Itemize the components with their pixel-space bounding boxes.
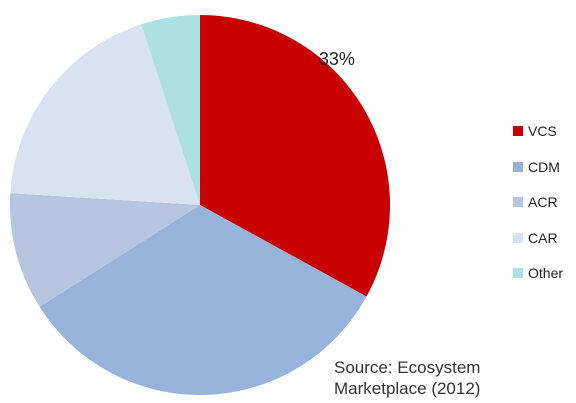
pie-slice-vcs (200, 15, 390, 297)
legend-item-acr: ACR (513, 192, 563, 212)
data-label-vcs: 33% (319, 49, 355, 69)
legend-swatch-car (513, 232, 523, 243)
legend-item-cdm: CDM (513, 157, 563, 177)
legend-item-other: Other (513, 263, 563, 283)
legend-swatch-acr (513, 197, 523, 207)
legend-swatch-cdm (513, 161, 523, 172)
pie-slice-other (141, 15, 200, 205)
legend-item-vcs: VCS (513, 121, 563, 141)
legend-swatch-vcs (513, 126, 523, 136)
pie-slices (10, 15, 390, 396)
legend-label-acr: ACR (528, 194, 558, 210)
pie-slice-cdm (39, 205, 367, 396)
pie-slice-acr (10, 193, 201, 307)
pie-data-labels: 33% (319, 49, 355, 69)
legend-swatch-other (513, 268, 523, 278)
legend-label-cdm: CDM (528, 158, 560, 175)
source-note-line-1: Source: Ecosystem (334, 358, 481, 377)
legend-label-car: CAR (528, 229, 558, 246)
legend: VCS CDM ACR CAR Other (513, 121, 563, 299)
legend-label-other: Other (528, 265, 564, 281)
pie-slice-car (10, 24, 200, 206)
source-note-line-2: Marketplace (2012) (334, 379, 481, 398)
legend-item-car: CAR (513, 228, 563, 248)
legend-label-vcs: VCS (528, 123, 557, 139)
source-note: Source: Ecosystem Marketplace (2012) (334, 357, 564, 399)
